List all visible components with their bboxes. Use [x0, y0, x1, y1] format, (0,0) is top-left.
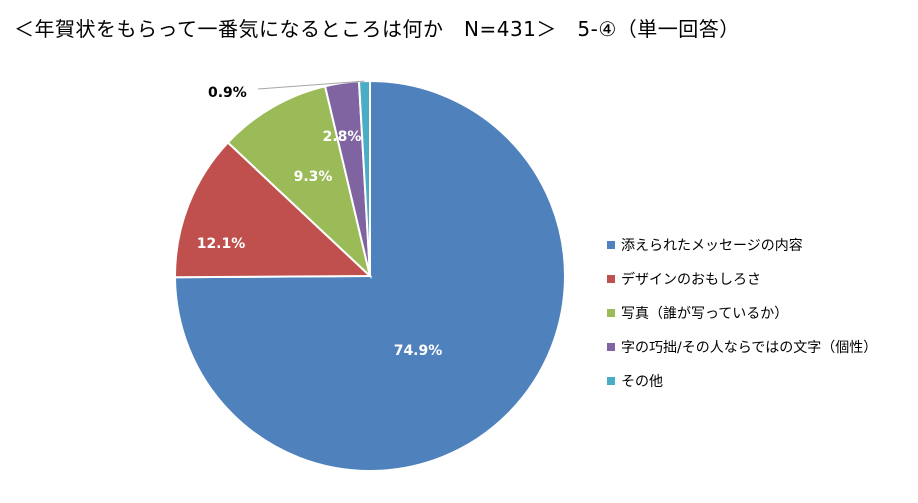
legend-label: 写真（誰が写っているか）: [621, 306, 789, 322]
chart-legend: 添えられたメッセージの内容 デザインのおもしろさ写真（誰が写っているか） 字の巧拙/…: [607, 228, 877, 398]
pie-slice-1: [173, 79, 566, 472]
legend-swatch: [607, 343, 615, 351]
legend-label: デザインのおもしろさ: [621, 272, 761, 288]
data-label-1: 74.9%: [394, 343, 443, 359]
data-label-3: 9.3%: [294, 169, 333, 185]
legend-item-4: 字の巧拙/その人ならではの文字（個性）: [607, 330, 877, 364]
legend-swatch: [607, 309, 615, 317]
legend-item-2: デザインのおもしろさ: [607, 262, 877, 296]
chart-title: ＜年賀状をもらって一番気になるところは何か N=431＞ 5-④（単一回答）: [14, 17, 740, 41]
legend-label: 添えられたメッセージの内容: [621, 238, 803, 254]
legend-swatch: [607, 241, 615, 249]
legend-swatch: [607, 377, 615, 385]
leader-line: [257, 80, 365, 90]
data-label-4: 2.8%: [323, 129, 362, 145]
legend-item-3: 写真（誰が写っているか）: [607, 296, 877, 330]
legend-label: その他: [621, 374, 663, 390]
data-label-2: 12.1%: [197, 236, 246, 252]
pie-slice-2: [173, 141, 373, 279]
data-label-5: 0.9%: [208, 85, 247, 101]
pie-slice-3: [226, 85, 372, 280]
legend-swatch: [607, 275, 615, 283]
legend-item-5: その他: [607, 364, 877, 398]
legend-label: 字の巧拙/その人ならではの文字（個性）: [621, 340, 878, 356]
legend-item-1: 添えられたメッセージの内容: [607, 228, 877, 262]
